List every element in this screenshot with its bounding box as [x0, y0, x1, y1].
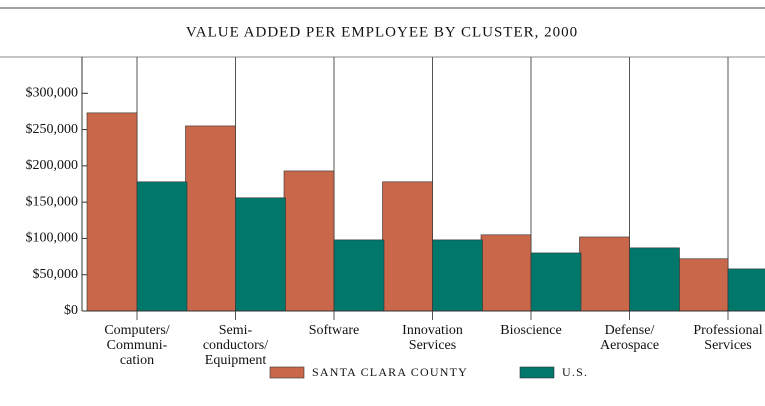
bar [283, 170, 335, 312]
bar [235, 197, 286, 312]
bar [677, 258, 729, 312]
x-tick-label: Defense/Aerospace [600, 323, 659, 353]
bar [579, 236, 630, 312]
x-tick-label: Bioscience [500, 323, 561, 338]
legend-swatch [269, 366, 305, 379]
bar [382, 181, 433, 312]
bar [480, 234, 532, 312]
bar [136, 181, 188, 312]
y-tick-label: $300,000 [26, 86, 79, 101]
x-tick-label: Innovation Services [402, 323, 463, 353]
x-tick-label: Semi-conductors/Equipment [203, 323, 268, 368]
chart-title: VALUE ADDED PER EMPLOYEE BY CLUSTER, 200… [186, 24, 578, 40]
x-tick-label: Computers/Communi-cation [104, 323, 169, 368]
y-tick-label: $0 [64, 303, 78, 318]
bar [629, 247, 680, 312]
bar [432, 239, 483, 312]
y-tick-label: $200,000 [26, 158, 79, 173]
bar [530, 252, 582, 312]
bar [333, 239, 385, 312]
y-tick-label: $50,000 [33, 267, 79, 282]
bar [86, 112, 138, 312]
legend-label: U.S. [562, 365, 588, 379]
bar [727, 268, 765, 312]
bar [185, 125, 236, 312]
y-tick-label: $100,000 [26, 231, 79, 246]
y-tick-label: $150,000 [26, 194, 79, 209]
y-tick-label: $250,000 [26, 122, 79, 137]
x-tick-label: Professional Services [693, 323, 762, 353]
legend-label: SANTA CLARA COUNTY [312, 365, 468, 379]
x-tick-label: Software [309, 323, 360, 338]
legend-swatch [519, 366, 555, 379]
